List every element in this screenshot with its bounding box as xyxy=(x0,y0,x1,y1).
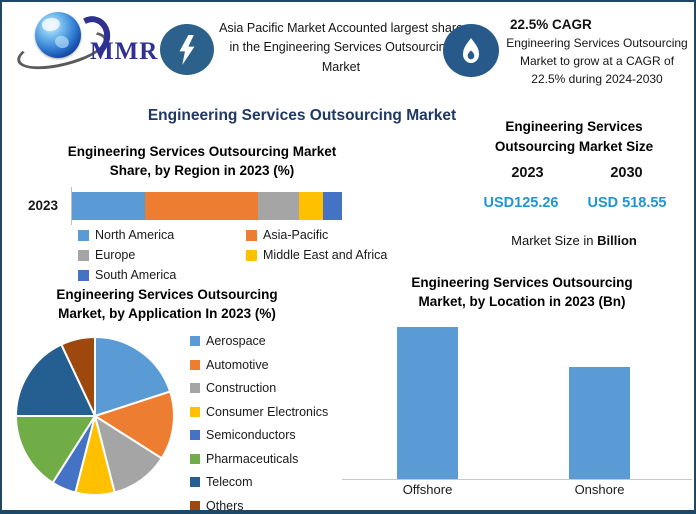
flame-glyph xyxy=(463,37,479,63)
market-size-note: Market Size in Billion xyxy=(468,233,680,248)
bar-segment-asia-pacific xyxy=(144,192,259,220)
legend-swatch-telecom xyxy=(190,477,200,487)
legend-item-north-america: North America xyxy=(78,228,246,242)
lightning-icon xyxy=(160,24,214,75)
legend-item-aerospace: Aerospace xyxy=(190,334,328,348)
legend-label: North America xyxy=(95,228,175,242)
market-size-value-2030: USD 518.55 xyxy=(587,195,667,211)
market-size-title: Engineering Services Outsourcing Market … xyxy=(494,119,654,154)
legend-swatch-others xyxy=(190,500,200,510)
market-size-values: USD125.26 USD 518.55 xyxy=(468,195,680,211)
legend-swatch-north-america xyxy=(78,229,89,241)
market-size-years: 2023 2030 xyxy=(478,165,676,181)
legend-item-others: Others xyxy=(190,498,328,513)
legend-swatch-consumer-electronics xyxy=(190,406,200,417)
legend-swatch-aerospace xyxy=(190,336,200,346)
region-axis-line xyxy=(71,187,72,225)
cagr-title: 22.5% CAGR xyxy=(510,17,592,32)
legend-item-pharmaceuticals: Pharmaceuticals xyxy=(190,452,328,466)
location-chart-title: Engineering Services Outsourcing Market,… xyxy=(411,275,633,309)
flame-icon xyxy=(443,24,499,77)
region-chart-title: Engineering Services Outsourcing Market … xyxy=(67,144,337,178)
legend-label: Middle East and Africa xyxy=(263,248,388,262)
legend-item-asia-pacific: Asia-Pacific xyxy=(246,228,390,242)
legend-item-semiconductors: Semiconductors xyxy=(190,428,328,442)
legend-swatch-pharmaceuticals xyxy=(190,453,200,464)
legend-label: Pharmaceuticals xyxy=(206,451,299,466)
lightning-bolt-glyph xyxy=(179,34,195,65)
bar-segment-north-america xyxy=(72,192,145,220)
highlight-right: 22.5% CAGR Engineering Services Outsourc… xyxy=(502,17,692,88)
cagr-text: Engineering Services Outsourcing Market … xyxy=(506,36,688,86)
market-size-year-2030: 2030 xyxy=(610,165,643,181)
bar-offshore xyxy=(397,327,458,479)
legend-label: Others xyxy=(206,498,244,513)
region-legend: North America Asia-Pacific Europe Middle Ea… xyxy=(78,228,390,282)
location-bar-chart: Offshore Onshore xyxy=(342,310,692,497)
pie-slice-pharmaceuticals xyxy=(15,415,96,484)
legend-swatch-construction xyxy=(190,383,200,393)
legend-item-automotive: Automotive xyxy=(190,358,328,372)
market-size-value-2023: USD125.26 xyxy=(483,195,559,211)
legend-swatch-europe xyxy=(78,249,89,261)
legend-label: Consumer Electronics xyxy=(206,404,329,419)
pie-slice-automotive xyxy=(94,390,175,460)
legend-item-south-america: South America xyxy=(78,268,246,282)
bar-label-offshore: Offshore xyxy=(402,482,453,497)
pie-slice-others xyxy=(60,336,96,417)
legend-item-construction: Construction xyxy=(190,381,328,395)
legend-label: Telecom xyxy=(206,475,253,489)
legend-label: Europe xyxy=(95,248,136,262)
bar-segment-europe xyxy=(258,192,299,220)
pie-slice-telecom xyxy=(15,343,96,417)
pie-slice-aerospace xyxy=(94,336,172,417)
legend-item-europe: Europe xyxy=(78,248,246,262)
legend-swatch-semiconductors xyxy=(190,430,200,440)
market-size-year-2023: 2023 xyxy=(511,165,544,181)
legend-swatch-south-america xyxy=(78,269,89,281)
legend-label: Semiconductors xyxy=(206,428,296,442)
globe-icon xyxy=(35,12,81,58)
legend-label: Asia-Pacific xyxy=(263,228,329,242)
highlight-left-text: Asia Pacific Market Accounted largest sh… xyxy=(219,21,463,74)
legend-label: Automotive xyxy=(206,357,269,372)
bar-segment-middle-east-and-africa xyxy=(298,192,324,220)
region-axis-label: 2023 xyxy=(28,198,59,213)
application-pie-chart xyxy=(15,336,175,497)
legend-label: South America xyxy=(95,268,177,282)
bar-segment-south-america xyxy=(323,192,343,220)
market-size-note-unit: Billion xyxy=(597,233,637,248)
legend-swatch-middle-east-and-africa xyxy=(246,249,257,261)
mmr-logo: MMR xyxy=(13,8,159,77)
region-stacked-bar xyxy=(72,192,343,220)
legend-item-telecom: Telecom xyxy=(190,475,328,489)
pie-slice-construction xyxy=(94,415,163,494)
legend-item-middle-east-and-africa: Middle East and Africa xyxy=(246,248,390,262)
legend-label: Aerospace xyxy=(206,334,266,348)
market-size-note-text: Market Size in xyxy=(511,233,598,248)
logo-text: MMR xyxy=(90,38,159,65)
bar-label-onshore: Onshore xyxy=(574,482,625,497)
bar-onshore xyxy=(569,367,630,479)
page-title: Engineering Services Outsourcing Market xyxy=(147,107,457,124)
legend-label: Construction xyxy=(206,381,277,395)
application-chart-title: Engineering Services Outsourcing Market,… xyxy=(56,287,278,321)
legend-swatch-automotive xyxy=(190,359,200,370)
legend-item-consumer-electronics: Consumer Electronics xyxy=(190,405,328,419)
application-legend: Aerospace Automotive Construction Consumer … xyxy=(190,334,328,513)
legend-swatch-asia-pacific xyxy=(246,229,257,241)
